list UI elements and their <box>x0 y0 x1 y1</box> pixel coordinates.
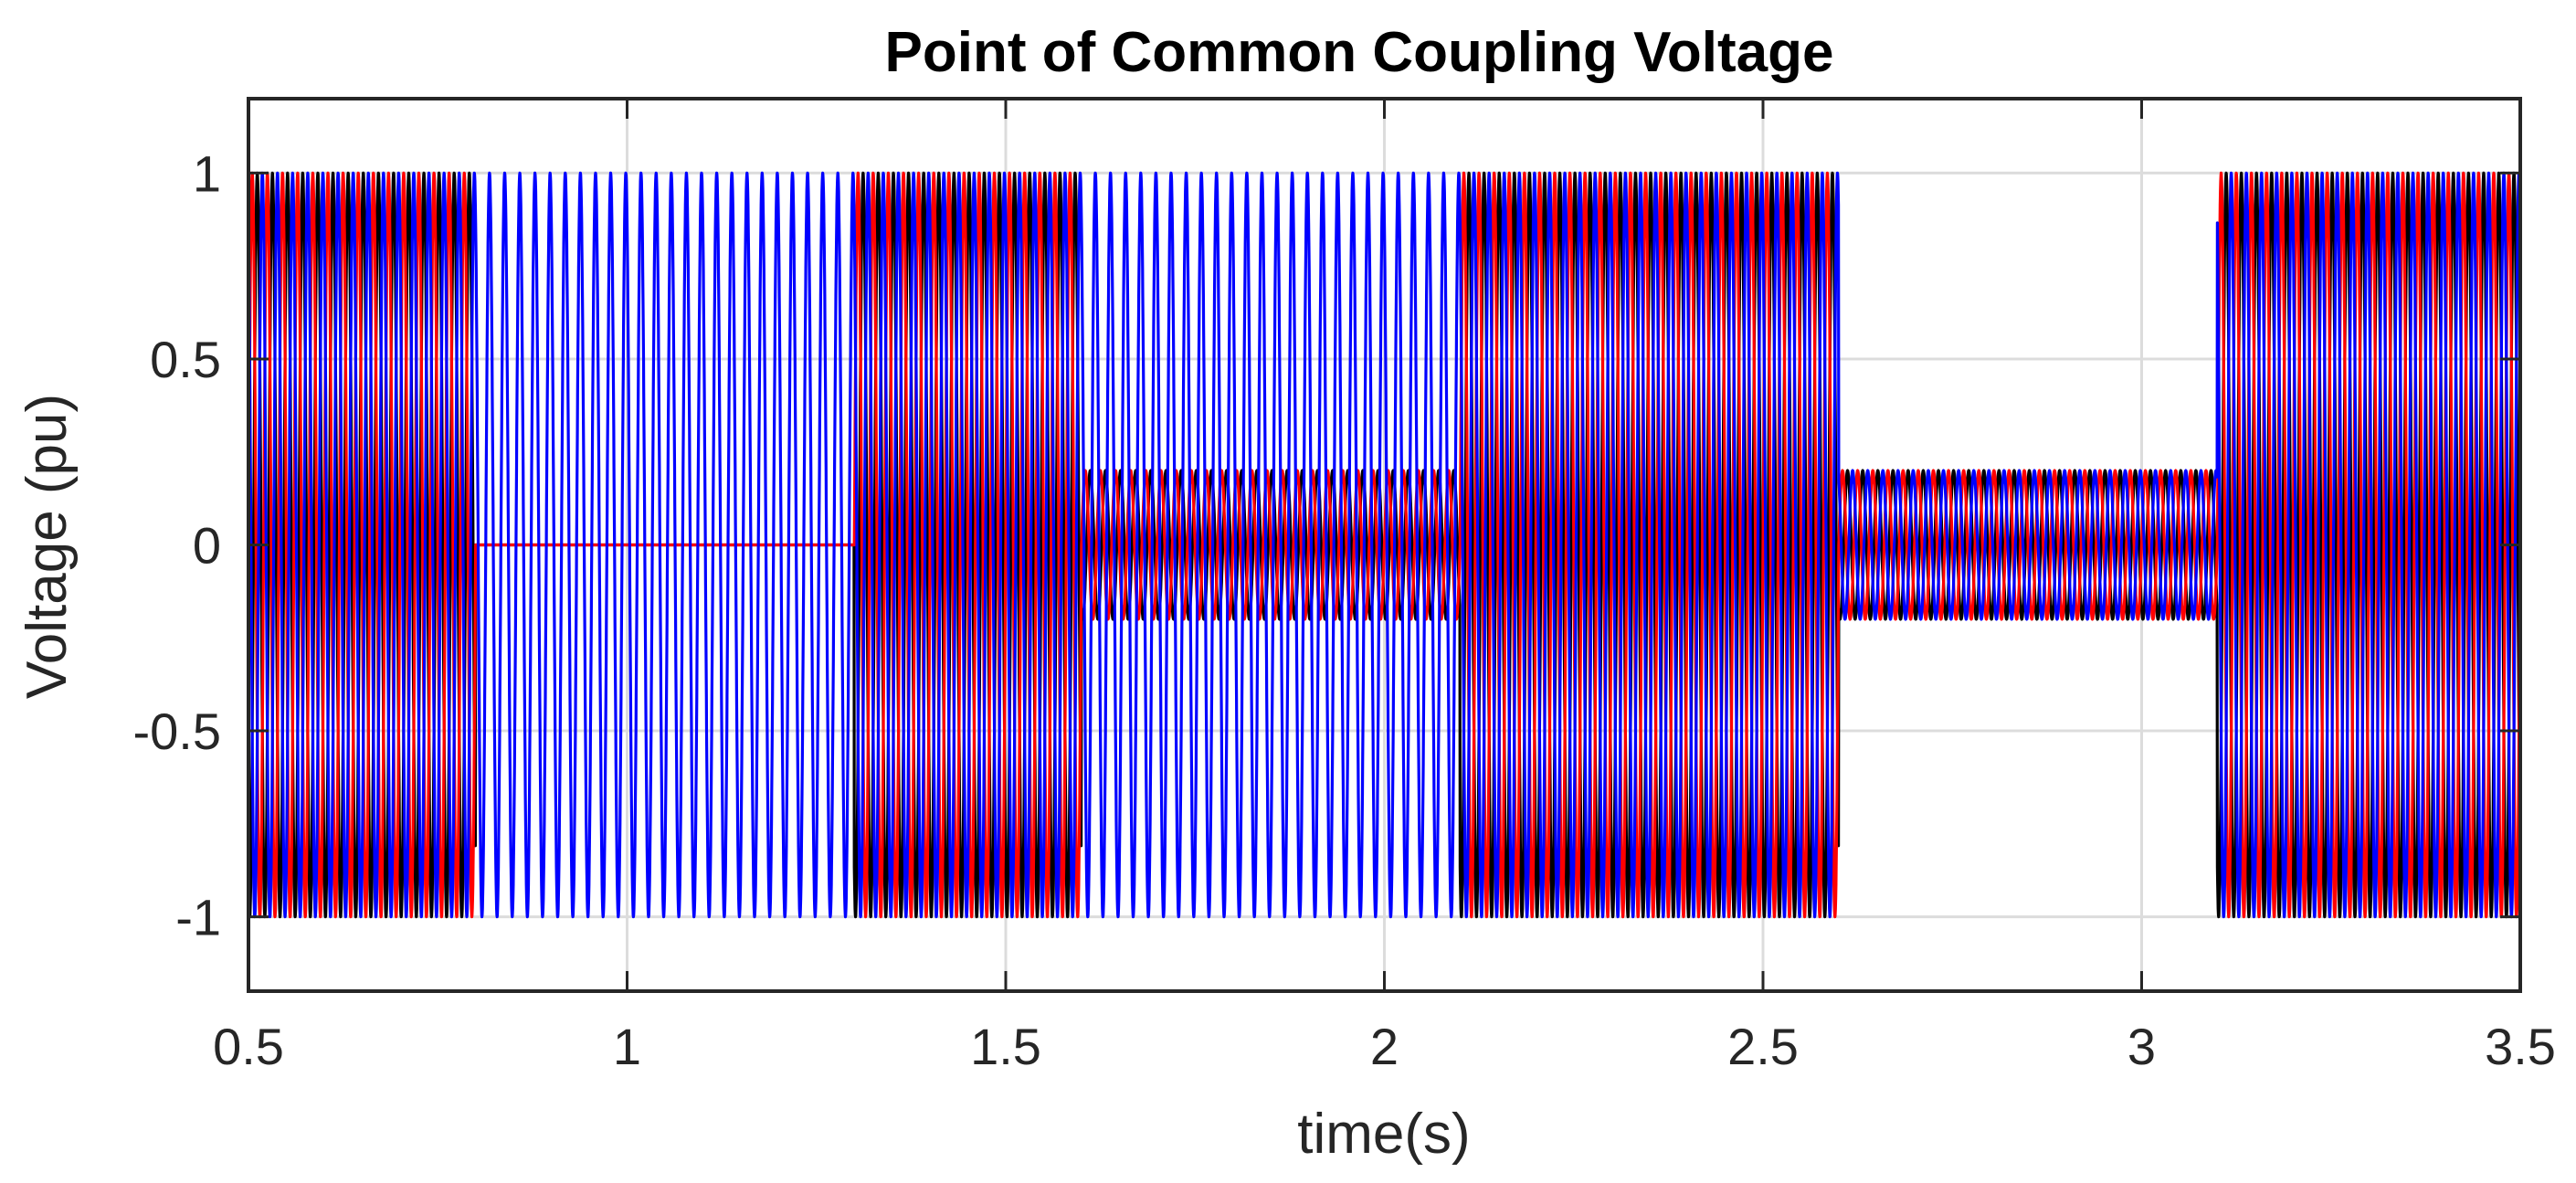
x-axis-label: time(s) <box>1297 1103 1470 1166</box>
y-axis-label: Voltage (pu) <box>16 394 79 699</box>
chart-title: Point of Common Coupling Voltage <box>885 21 1834 84</box>
x-tick-label: 1.5 <box>970 1018 1041 1075</box>
x-tick-label: 3 <box>2127 1018 2156 1075</box>
y-axis: 1 0.5 0 -0.5 -1 <box>133 144 2520 946</box>
y-tick-label: -0.5 <box>133 702 222 760</box>
x-tick-label: 3.5 <box>2485 1018 2556 1075</box>
phase-waveform-0 <box>248 171 2520 919</box>
x-tick-label: 2.5 <box>1727 1018 1799 1075</box>
phase-waveform-2 <box>248 171 2520 919</box>
x-tick-label: 2 <box>1370 1018 1399 1075</box>
y-tick-label: 0 <box>193 517 221 575</box>
x-tick-label: 1 <box>613 1018 641 1075</box>
y-tick-label: -1 <box>175 889 221 946</box>
y-tick-label: 1 <box>193 144 221 202</box>
y-tick-label: 0.5 <box>150 331 221 388</box>
series-group <box>248 171 2520 919</box>
x-axis: 0.5 1 1.5 2 2.5 3 3.5 <box>213 99 2556 1075</box>
x-tick-label: 0.5 <box>213 1018 284 1075</box>
